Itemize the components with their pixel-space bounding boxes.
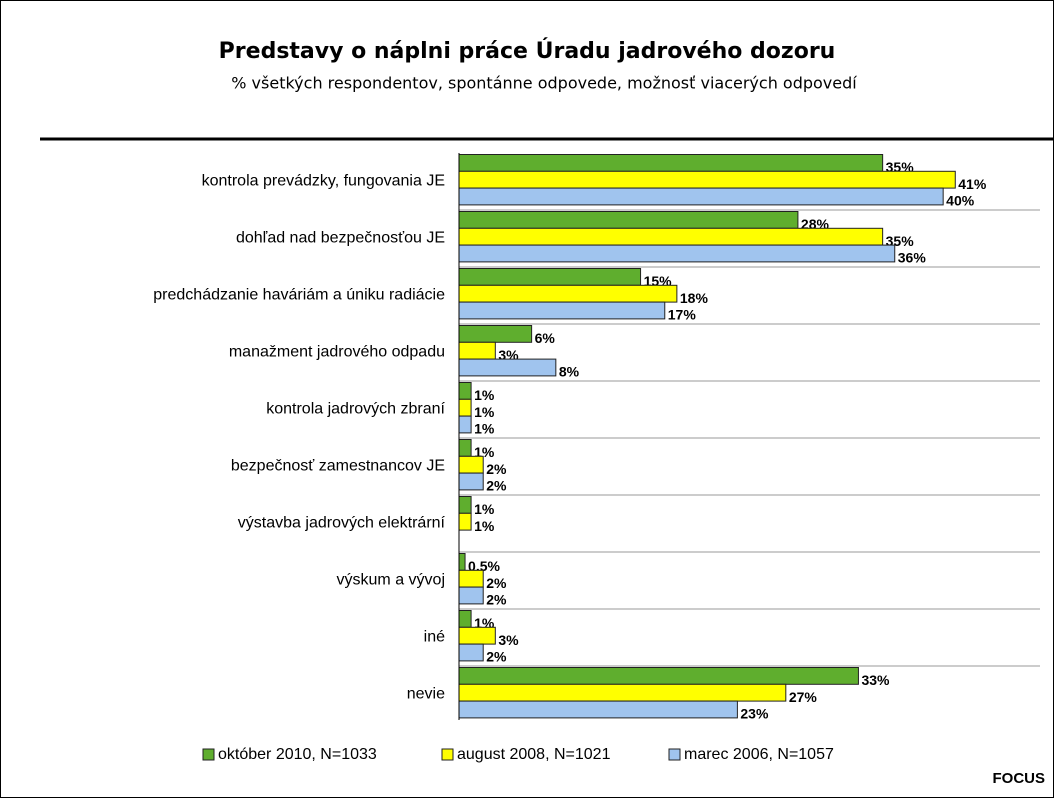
category-label: dohľad nad bezpečnosťou JE bbox=[236, 230, 445, 247]
bar bbox=[458, 496, 472, 514]
bar bbox=[458, 284, 678, 303]
value-label: 8% bbox=[559, 364, 580, 380]
bar bbox=[458, 683, 787, 702]
bar bbox=[458, 626, 496, 645]
value-label: 17% bbox=[668, 307, 697, 323]
value-label: 2% bbox=[486, 478, 507, 494]
category-label: kontrola jadrových zbraní bbox=[266, 401, 445, 418]
value-label: 36% bbox=[898, 250, 927, 266]
bar bbox=[458, 154, 884, 172]
category-label: výskum a vývoj bbox=[337, 572, 445, 589]
value-label: 27% bbox=[789, 689, 818, 705]
bar bbox=[458, 553, 466, 571]
legend-label: august 2008, N=1021 bbox=[457, 746, 611, 763]
category-label: manažment jadrového odpadu bbox=[229, 344, 445, 361]
bar bbox=[458, 341, 496, 360]
bar bbox=[458, 187, 944, 206]
bar bbox=[458, 643, 484, 662]
bar bbox=[458, 268, 642, 286]
value-label: 1% bbox=[474, 518, 495, 534]
bar bbox=[458, 667, 859, 685]
bar bbox=[458, 382, 472, 400]
bar bbox=[458, 398, 472, 417]
value-label: 33% bbox=[861, 672, 890, 688]
bar bbox=[458, 358, 557, 377]
legend-swatch bbox=[668, 748, 681, 761]
value-label: 6% bbox=[535, 330, 556, 346]
bar bbox=[458, 586, 484, 605]
bar bbox=[458, 700, 738, 719]
value-label: 1% bbox=[474, 404, 495, 420]
bar bbox=[458, 211, 799, 229]
value-label: 1% bbox=[474, 421, 495, 437]
legend-swatch bbox=[202, 748, 215, 761]
value-label: 23% bbox=[740, 706, 769, 722]
chart-subtitle: % všetkých respondentov, spontánne odpov… bbox=[231, 74, 857, 93]
value-label: 2% bbox=[486, 575, 507, 591]
category-label: predchádzanie haváriám a úniku radiácie bbox=[153, 287, 445, 304]
value-label: 40% bbox=[946, 193, 975, 209]
value-label: 3% bbox=[498, 632, 519, 648]
bar bbox=[458, 569, 484, 588]
bar bbox=[458, 244, 896, 263]
legend-label: marec 2006, N=1057 bbox=[684, 746, 834, 763]
bar bbox=[458, 512, 472, 531]
value-label: 2% bbox=[486, 592, 507, 608]
category-label: nevie bbox=[407, 686, 445, 703]
category-label: iné bbox=[424, 629, 445, 646]
bar bbox=[458, 415, 472, 434]
value-label: 41% bbox=[958, 176, 987, 192]
bar bbox=[458, 170, 956, 189]
value-label: 18% bbox=[680, 290, 709, 306]
bar bbox=[458, 325, 533, 343]
legend-swatch bbox=[441, 748, 454, 761]
category-label: bezpečnosť zamestnancov JE bbox=[231, 458, 445, 475]
value-label: 2% bbox=[486, 649, 507, 665]
value-label: 1% bbox=[474, 387, 495, 403]
chart-title: Predstavy o náplni práce Úradu jadrového… bbox=[219, 38, 836, 64]
bar bbox=[458, 227, 884, 246]
category-label: kontrola prevádzky, fungovania JE bbox=[202, 173, 445, 190]
value-label: 1% bbox=[474, 501, 495, 517]
bar bbox=[458, 301, 666, 320]
category-label: výstavba jadrových elektrární bbox=[238, 515, 446, 532]
value-label: 2% bbox=[486, 461, 507, 477]
bar bbox=[458, 472, 484, 491]
legend-label: október 2010, N=1033 bbox=[218, 746, 377, 763]
bar bbox=[458, 610, 472, 628]
bar bbox=[458, 439, 472, 457]
bar bbox=[458, 455, 484, 474]
source: FOCUS bbox=[993, 770, 1046, 787]
